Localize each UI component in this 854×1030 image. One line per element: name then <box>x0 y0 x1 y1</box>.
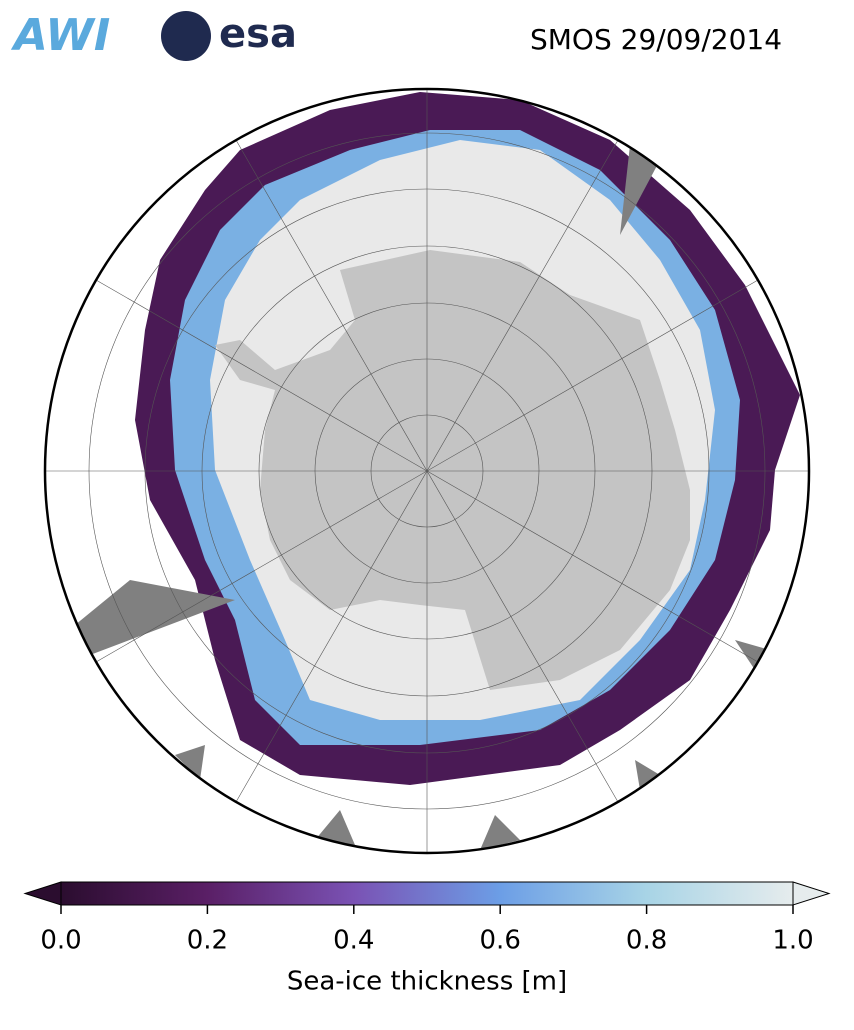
colorbar-tick-label: 0.0 <box>40 926 81 956</box>
esa-logo: esa <box>219 11 297 57</box>
colorbar: Sea-ice thickness [m] 0.0 0.2 0.4 0.6 0.8 1.0 <box>23 881 831 997</box>
colorbar-tick-label: 0.4 <box>333 926 374 956</box>
colorbar-extend-high <box>792 881 831 906</box>
colorbar-extend-low <box>23 881 62 906</box>
colorbar-tick-label: 1.0 <box>772 926 813 956</box>
colorbar-gradient <box>60 881 794 906</box>
map-border <box>43 87 811 855</box>
title: SMOS 29/09/2014 <box>530 23 782 56</box>
colorbar-tick-label: 0.8 <box>626 926 667 956</box>
colorbar-label: Sea-ice thickness [m] <box>287 967 567 997</box>
colorbar-tick-label: 0.6 <box>480 926 521 956</box>
awi-logo: AWI <box>11 10 111 61</box>
antarctica <box>215 250 690 690</box>
esa-logo-mark <box>161 11 211 61</box>
graticule <box>45 89 809 853</box>
colorbar-tick-label: 0.2 <box>187 926 228 956</box>
map <box>45 89 809 853</box>
